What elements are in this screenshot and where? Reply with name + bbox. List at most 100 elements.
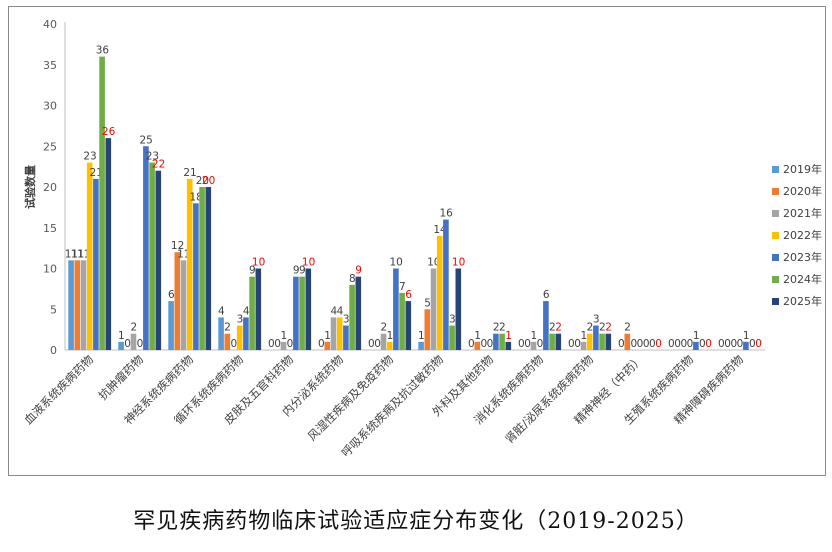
- data-label: 0: [730, 338, 737, 350]
- y-tick-label: 10: [43, 263, 57, 276]
- data-label: 1: [505, 330, 512, 342]
- bar: [305, 268, 312, 350]
- bar: [168, 301, 174, 350]
- data-label: 0: [649, 338, 656, 350]
- data-label: 0: [518, 338, 525, 350]
- bar: [380, 333, 387, 350]
- bar: [218, 317, 224, 350]
- data-label: 1: [324, 330, 331, 342]
- legend-label: 2021年: [783, 206, 822, 220]
- bar: [143, 146, 149, 350]
- legend-label: 2023年: [783, 250, 822, 264]
- data-label: 2: [380, 322, 387, 334]
- bar: [193, 203, 199, 350]
- data-label: 0: [699, 338, 706, 350]
- data-label: 2: [599, 322, 606, 334]
- data-label: 4: [218, 305, 225, 317]
- bar: [555, 333, 562, 350]
- data-label: 0: [524, 338, 531, 350]
- legend-label: 2020年: [783, 184, 822, 198]
- bar: [355, 276, 362, 350]
- data-label: 12: [171, 240, 184, 252]
- data-label: 0: [655, 338, 662, 350]
- y-tick-label: 15: [43, 222, 57, 235]
- bar: [149, 162, 155, 350]
- data-label: 0: [674, 338, 681, 350]
- data-label: 3: [343, 314, 350, 326]
- legend-label: 2025年: [783, 294, 822, 308]
- data-label: 0: [568, 338, 575, 350]
- data-label: 6: [168, 289, 175, 301]
- data-label: 0: [643, 338, 650, 350]
- data-label: 2: [499, 322, 506, 334]
- data-label: 0: [718, 338, 725, 350]
- bar: [243, 317, 249, 350]
- bar: [624, 333, 631, 350]
- data-label: 3: [237, 314, 244, 326]
- data-label: 9: [299, 265, 306, 277]
- y-tick-label: 20: [43, 181, 57, 194]
- y-tick-label: 40: [43, 18, 57, 31]
- bar: [455, 268, 462, 350]
- y-tick-label: 0: [50, 344, 57, 357]
- bar: [418, 341, 424, 350]
- bar: [249, 276, 255, 350]
- data-label: 1: [387, 330, 394, 342]
- figure-caption: 罕见疾病药物临床试验适应症分布变化（2019-2025）: [133, 509, 699, 534]
- legend-swatch: [772, 298, 779, 305]
- data-label: 9: [355, 265, 362, 277]
- data-label: 16: [440, 208, 454, 220]
- data-label: 11: [65, 248, 78, 260]
- data-label: 9: [293, 265, 300, 277]
- bar: [205, 187, 212, 350]
- data-label: 10: [252, 257, 265, 269]
- bar: [224, 333, 231, 350]
- data-label: 0: [724, 338, 731, 350]
- bar: [130, 333, 137, 350]
- bar: [580, 341, 587, 350]
- data-label: 0: [487, 338, 494, 350]
- data-label: 7: [399, 281, 406, 293]
- data-label: 0: [124, 338, 131, 350]
- data-label: 0: [318, 338, 325, 350]
- bar-chart: 0510152025303540试验数量11111123213626血液系统疾病…: [21, 18, 822, 460]
- data-label: 10: [452, 257, 465, 269]
- data-label: 1: [580, 330, 587, 342]
- data-label: 4: [243, 305, 250, 317]
- data-label: 2: [555, 322, 562, 334]
- bar: [505, 341, 512, 350]
- bar: [436, 235, 443, 350]
- bar: [155, 170, 162, 350]
- legend-label: 2022年: [783, 228, 822, 242]
- y-tick-label: 25: [43, 140, 57, 153]
- data-label: 36: [96, 45, 110, 57]
- bar: [693, 341, 699, 350]
- data-label: 0: [755, 338, 762, 350]
- bar: [280, 341, 287, 350]
- bar: [499, 333, 505, 350]
- data-label: 3: [449, 314, 456, 326]
- data-label: 6: [543, 289, 550, 301]
- data-label: 0: [268, 338, 275, 350]
- data-label: 0: [537, 338, 544, 350]
- bar: [474, 341, 481, 350]
- data-label: 0: [687, 338, 694, 350]
- bar: [430, 268, 437, 350]
- bar: [399, 292, 405, 350]
- data-label: 2: [549, 322, 556, 334]
- data-label: 8: [349, 273, 356, 285]
- data-label: 2: [587, 322, 594, 334]
- y-tick-label: 30: [43, 100, 57, 113]
- bar: [105, 138, 112, 350]
- x-tick-label: 抗肿瘤药物: [96, 352, 147, 403]
- bar: [236, 325, 243, 350]
- data-label: 2: [130, 322, 137, 334]
- data-label: 0: [374, 338, 381, 350]
- data-label: 4: [337, 305, 344, 317]
- bar: [405, 301, 412, 350]
- data-label: 0: [287, 338, 294, 350]
- data-label: 0: [368, 338, 375, 350]
- bar: [586, 333, 593, 350]
- data-label: 25: [140, 134, 153, 146]
- bar: [199, 187, 205, 350]
